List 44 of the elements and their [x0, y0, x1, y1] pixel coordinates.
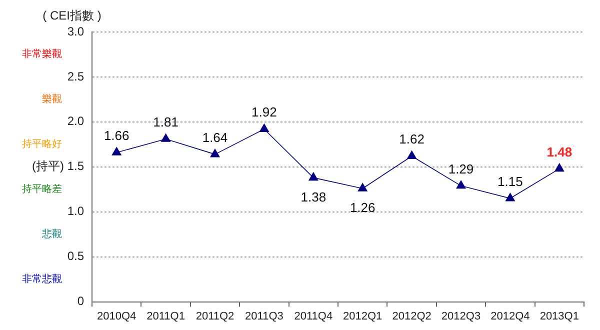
point: [259, 124, 269, 132]
text: 持平略好: [22, 138, 62, 150]
x-tick-label: 2013Q1: [540, 310, 579, 322]
text: 樂觀: [42, 93, 62, 106]
x-tick-label: 2012Q4: [490, 310, 530, 322]
text: 持平略差: [22, 183, 62, 196]
y-tick-label: 0: [77, 294, 84, 308]
y-tick-label: 2.5: [67, 69, 84, 84]
data-label: 1.81: [153, 114, 178, 130]
point: [308, 172, 318, 181]
point: [161, 134, 171, 142]
x-tick-label: 2012Q3: [441, 310, 481, 322]
point: [407, 150, 417, 160]
y-axis-title: ( CEI指數 ): [42, 8, 102, 22]
data-label: 1.48: [546, 144, 572, 160]
point: [456, 180, 466, 189]
y-tick-label: 1.0: [67, 204, 84, 218]
data-label: 1.66: [104, 128, 130, 144]
data-label: 1.38: [300, 189, 326, 204]
data-label: 1.29: [448, 161, 474, 176]
text: 非常悲觀: [22, 273, 62, 286]
point: [358, 183, 368, 192]
x-tick-label: 2011Q4: [294, 310, 333, 322]
data-label: 1.26: [350, 200, 376, 216]
point: [210, 148, 220, 158]
x-tick-label: 2010Q4: [97, 310, 136, 322]
text: 悲觀: [41, 228, 62, 240]
y-tick-label: 2.0: [67, 114, 84, 128]
x-tick-label: 2011Q3: [245, 310, 284, 322]
x-tick-label: 2012Q1: [343, 310, 382, 322]
data-label: 1.64: [202, 130, 228, 145]
y-tick-label: 0.5: [67, 249, 84, 264]
x-tick-label: 2011Q2: [196, 310, 234, 322]
point: [554, 163, 564, 172]
data-label: 1.92: [252, 104, 277, 120]
x-tick-label: 2012Q2: [392, 310, 432, 322]
y-tick-label: (持平) 1.5: [32, 159, 84, 174]
point: [112, 147, 122, 156]
data-label: 1.62: [399, 132, 424, 147]
x-tick-label: 2011Q1: [146, 310, 185, 322]
y-tick-label: 3.0: [67, 24, 84, 38]
text: 非常樂觀: [22, 48, 62, 60]
data-label: 1.15: [498, 174, 523, 189]
point: [505, 192, 515, 202]
